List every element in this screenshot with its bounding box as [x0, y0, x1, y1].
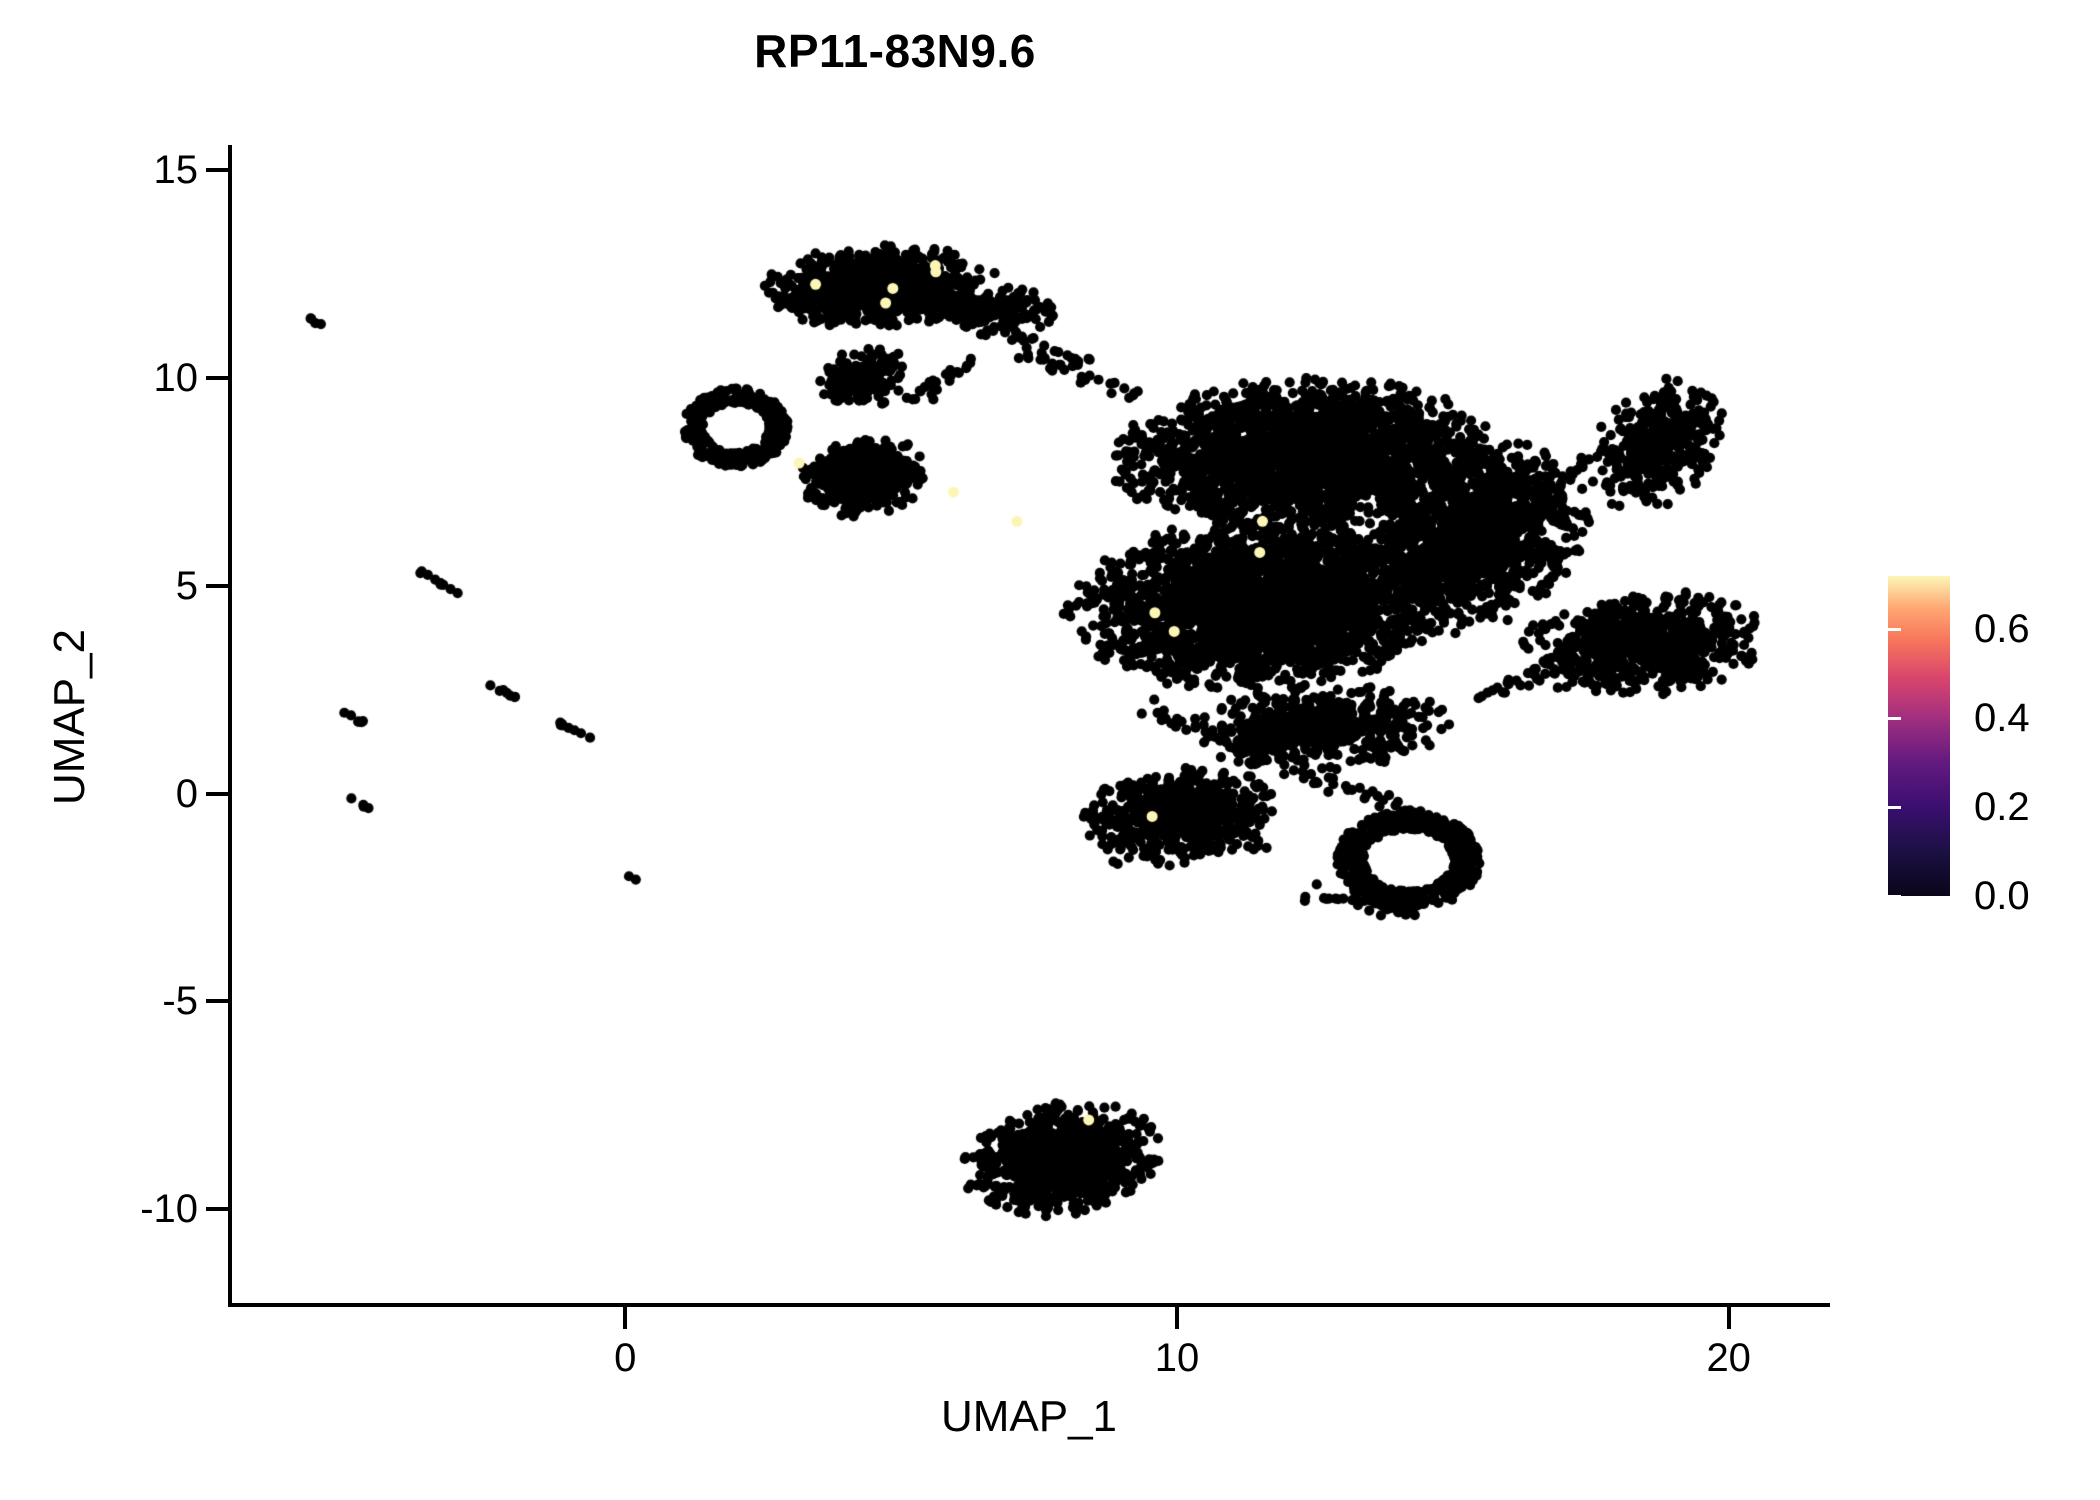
y-tick-mark: [206, 791, 228, 796]
y-tick-mark: [206, 167, 228, 172]
x-tick-label: 0: [614, 1336, 637, 1380]
colorbar-tick-mark: [2065, 894, 2078, 898]
colorbar-tick-label: 0.6: [1974, 607, 2030, 652]
colorbar-tick-mark: [2065, 716, 2078, 720]
y-axis-line: [228, 145, 232, 1307]
y-tick-mark: [206, 583, 228, 588]
y-tick-label: 5: [175, 563, 198, 608]
colorbar-tick-mark: [2065, 627, 2078, 631]
colorbar-tick-label: 0.0: [1974, 874, 2030, 918]
x-tick-mark: [623, 1307, 628, 1329]
colorbar-tick-mark: [2065, 805, 2078, 809]
y-tick-label: 10: [153, 355, 199, 400]
y-tick-label: 15: [153, 147, 199, 192]
scatter-plot-panel: [228, 145, 1828, 1305]
y-axis-title: UMAP_2: [45, 628, 94, 806]
x-axis-title: UMAP_1: [940, 1392, 1118, 1441]
x-tick-mark: [1174, 1307, 1179, 1329]
colorbar-tick-mark: [1888, 627, 1901, 631]
y-tick-label: 0: [175, 771, 198, 816]
y-tick-label: -5: [162, 979, 198, 1024]
colorbar-tick-mark: [1888, 805, 1901, 809]
scatter-points-layer: [228, 145, 1828, 1305]
x-tick-label: 20: [1706, 1336, 1751, 1380]
x-tick-mark: [1726, 1307, 1731, 1329]
x-axis-line: [228, 1303, 1830, 1307]
y-tick-mark: [206, 1207, 228, 1212]
y-tick-mark: [206, 375, 228, 380]
x-tick-label: 10: [1154, 1336, 1200, 1380]
colorbar-tick-mark: [1888, 894, 1901, 898]
colorbar-gradient: [1888, 576, 1950, 896]
colorbar-tick-mark: [1888, 716, 1901, 720]
y-tick-label: -10: [140, 1187, 198, 1232]
colorbar-legend: 0.0 0.2 0.4 0.6: [1888, 576, 2078, 916]
colorbar-tick-label: 0.4: [1974, 696, 2030, 741]
page-title: RP11-83N9.6: [754, 25, 1036, 77]
colorbar-tick-label: 0.2: [1974, 785, 2030, 830]
y-tick-mark: [206, 999, 228, 1004]
